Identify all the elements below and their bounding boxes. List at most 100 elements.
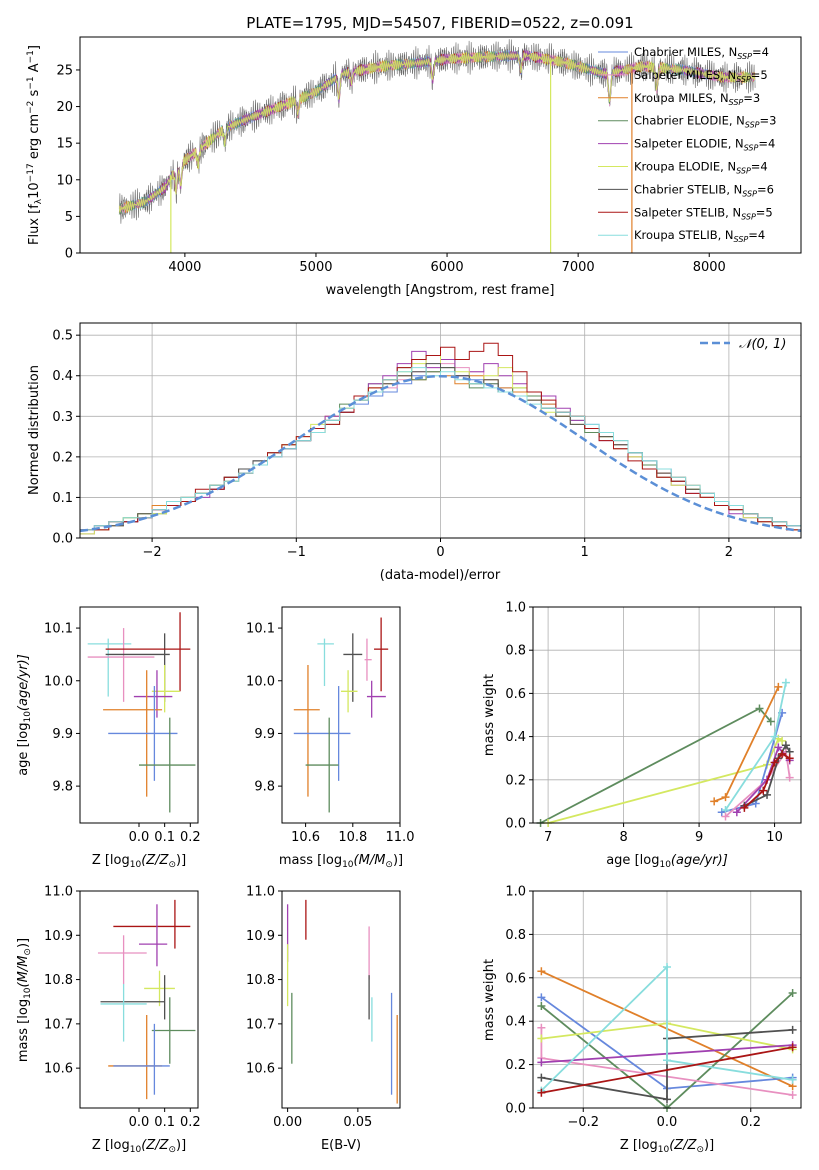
mass-weight-marker [537,1023,546,1032]
legend-label: Salpeter ELODIE, NSSP=4 [634,137,775,153]
y-tick-label: 0.2 [505,773,526,788]
y-tick-label: 0.6 [505,971,526,986]
legend-label: Chabrier ELODIE, NSSP=3 [634,114,776,130]
y-tick-label: 0.1 [52,491,73,506]
y-tick-label: 0.6 [505,687,526,702]
y-tick-label: 10.7 [246,1017,275,1032]
y-tick-label: 0.5 [52,329,73,344]
mass-weight-marker [763,790,772,799]
y-tick-label: 9.8 [254,780,275,795]
legend-label: Kroupa MILES, NSSP=3 [634,91,760,107]
mass-weight-marker [537,1002,546,1011]
y-tick-label: 9.9 [254,727,275,742]
age-z-xlabel: Z [log10(Z/Z⊙)] [92,853,186,870]
y-tick-label: 10.8 [44,973,73,988]
mass-z-axes-frame [79,890,199,1109]
legend-label: Chabrier STELIB, NSSP=6 [634,182,774,198]
y-tick-label: 10.1 [44,622,73,637]
mw-z-axes-frame [532,890,802,1109]
mw-age-axes-frame [532,606,802,824]
mass-z-ylabel: mass [log10(M/M⊙)] [16,938,33,1062]
mass-weight-marker [781,678,790,687]
x-tick-label: 0.2 [180,1115,201,1130]
y-tick-label: 0.8 [505,644,526,659]
legend-label: Salpeter MILES, NSSP=5 [634,68,768,84]
mass-weight-marker [721,793,730,802]
mass-weight-marker [788,988,797,997]
x-tick-label: 0.0 [129,1115,150,1130]
y-tick-label: 11.0 [44,885,73,900]
mass-weight-marker [788,1075,797,1084]
y-tick-label: 10.9 [246,929,275,944]
y-tick-label: 0.0 [505,817,526,832]
y-tick-label: 9.8 [52,780,73,795]
x-tick-label: −1 [287,545,306,560]
histogram-legend: 𝒩(0, 1) [700,337,786,352]
mass-weight-marker [788,1090,797,1099]
legend-label: Kroupa ELODIE, NSSP=4 [634,160,768,176]
mass-weight-marker [774,743,783,752]
mass-weight-marker [770,732,779,741]
age-z-ylabel: age [log10(age/yr)] [16,654,33,776]
spectrum-line-kroupa-elodie [118,51,756,213]
age-mass-axes-frame [281,606,401,824]
x-tick-label: 0.05 [343,1115,372,1130]
spectrum-legend: Chabrier MILES, NSSP=4 Salpeter MILES, NS… [598,45,776,244]
y-tick-label: 20 [56,100,73,115]
y-tick-label: 10.7 [44,1017,73,1032]
y-tick-label: 0.0 [505,1102,526,1117]
mass-weight-marker [778,736,787,745]
residual-histogram-panel: −2 −1 0 1 2 0.0 0.1 0.2 0.3 0.4 0.5 𝒩(0, 1) (data-… [27,322,802,583]
mass-weight-marker [537,993,546,1002]
mass-ebv-axes-frame [281,890,401,1109]
mass-weight-marker [770,758,779,767]
mass-weight-marker [537,1073,546,1082]
age-mass-xlabel: mass [log10(M/M⊙)] [279,853,403,870]
x-tick-label: 2 [725,545,733,560]
y-tick-label: 0.4 [505,730,526,745]
mw-age-xlabel: age [log10(age/yr)] [606,853,728,870]
spectrum-ylabel: Flux [fλ10−17 erg cm−2 s−1 A−1] [26,45,44,245]
x-tick-label: 7 [544,830,552,845]
age-z-axes-frame [79,606,199,824]
spectrum-axes-frame [79,36,802,254]
mass-weight-marker [766,717,775,726]
mass-weight-marker [537,1088,546,1097]
y-tick-label: 10.8 [246,973,275,988]
age-vs-mass-panel: 10.6 10.8 11.0 9.8 9.9 10.0 10.1 mass [log10(M… [246,606,414,870]
y-tick-label: 9.9 [52,727,73,742]
mass-weight-marker [663,1056,671,1065]
mass-weight-marker [755,704,764,713]
x-tick-label: −2 [143,545,162,560]
spectrum-line-chabrier-stelib [119,39,756,224]
mass-weight-marker [537,1034,546,1043]
mass-weight-line-salpeter-stelib [541,1046,793,1094]
mass-weight-marker [663,962,671,971]
histogram-step-kroupa-stelib [79,367,802,538]
x-tick-label: −0.2 [567,1115,599,1130]
y-tick-label: 5 [65,210,73,225]
mass-weight-marker [788,1025,797,1034]
mass-z-xlabel: Z [log10(Z/Z⊙)] [92,1138,186,1155]
mass-weight-line-kroupa-stelib [540,964,793,1092]
y-tick-label: 0.0 [52,532,73,547]
x-tick-label: 0.2 [180,830,201,845]
mass-weight-vs-age-panel: 7 8 9 10 0.0 0.2 0.4 0.6 0.8 1.0 age [log10(age/y… [482,601,802,870]
mass-weight-marker [732,808,741,817]
x-tick-label: 6000 [431,260,464,275]
spectrum-xlabel: wavelength [Angstrom, rest frame] [326,283,555,298]
mass-weight-marker [759,786,768,795]
y-tick-label: 0.2 [505,1058,526,1073]
y-tick-label: 10.0 [246,674,275,689]
mass-weight-marker [537,967,546,976]
mass-weight-vs-metallicity-panel: −0.2 0.0 0.2 0.0 0.2 0.4 0.6 0.8 1.0 Z [log10(Z/… [482,885,802,1155]
x-tick-label: 0.0 [657,1115,678,1130]
mass-weight-marker [781,741,790,750]
x-tick-label: 7000 [562,260,595,275]
mass-weight-marker [788,1043,797,1052]
y-tick-label: 0 [65,247,73,262]
x-tick-label: 4000 [168,260,201,275]
spectrum-panel: 4000 5000 6000 7000 8000 0 5 10 15 20 25 Chabrier … [26,36,802,298]
x-tick-label: 9 [695,830,703,845]
